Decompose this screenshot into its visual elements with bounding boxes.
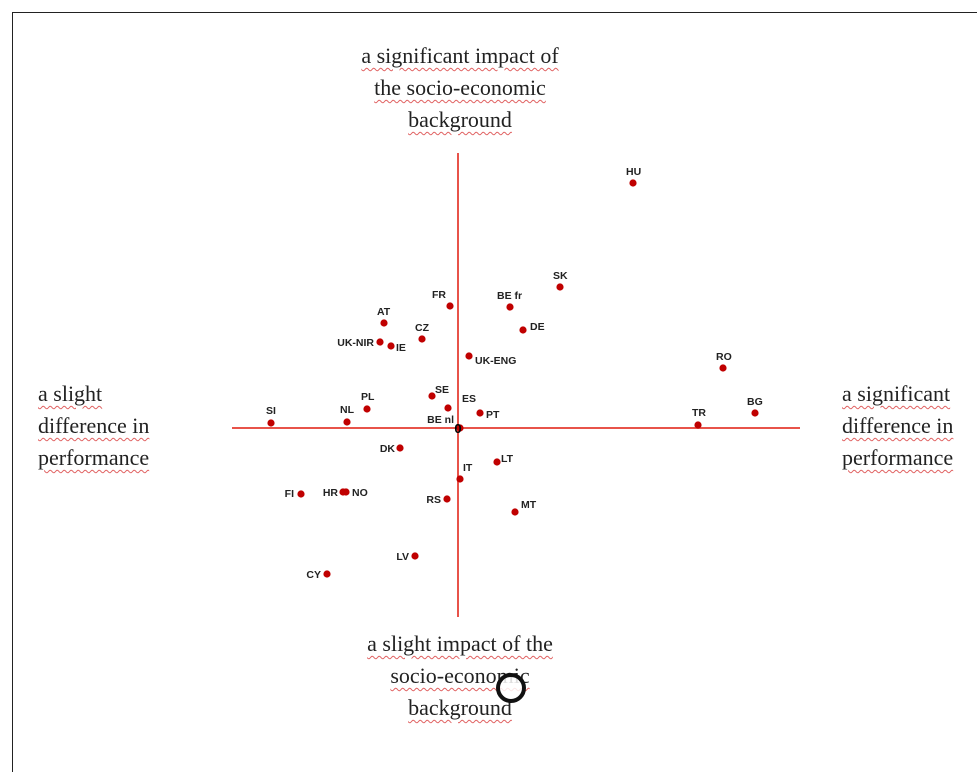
point-be-nl [456,424,464,432]
point-bg [751,409,759,417]
point-de [519,326,527,334]
point-label-nl: NL [340,404,355,416]
point-label-ro: RO [716,351,732,363]
point-ie [387,342,395,350]
point-cz [418,335,426,343]
point-label-fi: FI [285,488,294,500]
point-dk [396,444,404,452]
point-tr [694,421,702,429]
point-pl [363,405,371,413]
point-label-dk: DK [380,443,396,455]
right-axis-label-text: a significant difference in performance [842,381,954,470]
chart-frame [12,12,977,772]
point-label-es: ES [462,393,476,405]
origin-layer: 0 [454,421,461,436]
point-label-it: IT [463,462,473,474]
left-axis-label: a slight difference in performance [38,378,228,474]
point-nl [343,418,351,426]
point-label-tr: TR [692,407,706,419]
point-be-fr [506,303,514,311]
point-cy [323,570,331,578]
bottom-axis-label: a slight impact of the socio-economic ba… [320,628,600,724]
point-label-at: AT [377,306,391,318]
point-label-be-fr: BE fr [497,290,522,302]
point-label-lt: LT [501,453,514,465]
top-axis-label-text: a significant impact of the socio-econom… [361,43,559,132]
point-label-cy: CY [306,569,321,581]
point-label-uk-eng: UK-ENG [475,355,516,367]
point-label-pl: PL [361,391,375,403]
cursor-ring-icon [496,673,526,703]
point-label-bg: BG [747,396,763,408]
point-lt [493,458,501,466]
point-label-cz: CZ [415,322,430,334]
point-label-be-nl: BE nl [427,414,454,426]
point-label-rs: RS [426,494,441,506]
point-sk [556,283,564,291]
point-label-ie: IE [396,342,406,354]
left-axis-label-text: a slight difference in performance [38,381,150,470]
point-label-fr: FR [432,289,446,301]
point-uk-nir [376,338,384,346]
origin-label: 0 [454,421,461,436]
point-label-mt: MT [521,499,537,511]
point-si [267,419,275,427]
point-hu [629,179,637,187]
point-label-pt: PT [486,409,500,421]
point-label-se: SE [435,384,449,396]
point-lv [411,552,419,560]
top-axis-label: a significant impact of the socio-econom… [320,40,600,136]
point-label-si: SI [266,405,276,417]
point-se [428,392,436,400]
point-label-sk: SK [553,270,568,282]
point-no [342,488,350,496]
point-at [380,319,388,327]
point-pt [476,409,484,417]
point-label-hu: HU [626,166,641,178]
point-es [444,404,452,412]
point-fr [446,302,454,310]
right-axis-label: a significant difference in performance [842,378,977,474]
point-rs [443,495,451,503]
point-mt [511,508,519,516]
point-label-lv: LV [396,551,409,563]
point-fi [297,490,305,498]
points-layer: HU SK BE fr FR DE AT CZ UK-NIR IE UK-ENG RO SE ES PL P… [266,166,763,581]
point-label-no: NO [352,487,368,499]
bottom-axis-label-text: a slight impact of the socio-economic ba… [367,631,553,720]
point-it [456,475,464,483]
point-label-uk-nir: UK-NIR [337,337,374,349]
point-uk-eng [465,352,473,360]
point-label-de: DE [530,321,545,333]
point-label-hr: HR [323,487,339,499]
point-ro [719,364,727,372]
